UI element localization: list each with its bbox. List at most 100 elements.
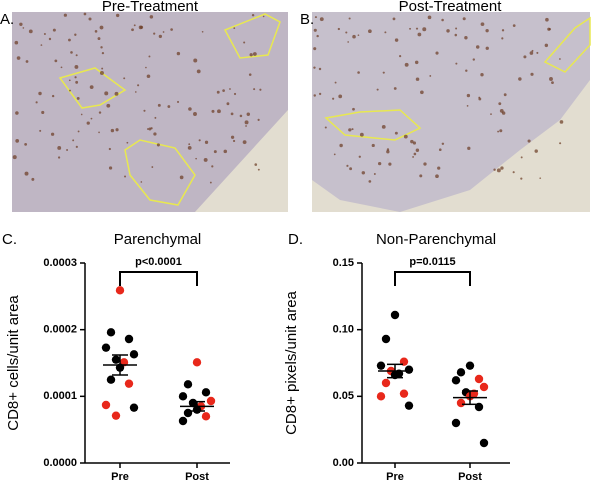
- stain-dot: [28, 29, 33, 34]
- stain-dot: [523, 55, 527, 59]
- y-tick-label: 0.10: [333, 324, 354, 336]
- stain-dot: [15, 139, 20, 143]
- stain-dot: [170, 28, 173, 31]
- stain-dot: [70, 51, 73, 54]
- stain-dot: [485, 46, 489, 50]
- stain-dot: [156, 143, 160, 147]
- stain-dot: [441, 18, 444, 22]
- stain-dot: [124, 175, 127, 178]
- stain-dot: [497, 130, 500, 133]
- stain-dot: [313, 94, 317, 97]
- stain-dot: [76, 96, 80, 100]
- stain-dot: [501, 37, 504, 40]
- stain-dot: [394, 38, 399, 42]
- stain-dot: [351, 128, 354, 131]
- stain-dot: [399, 55, 402, 58]
- stain-dot: [498, 102, 502, 106]
- stain-dot: [104, 91, 109, 96]
- stain-dot: [253, 88, 256, 91]
- data-point: [106, 328, 116, 337]
- stain-dot: [233, 92, 237, 96]
- stain-dot: [51, 94, 55, 98]
- stain-dot: [39, 129, 42, 132]
- region-outline: [223, 13, 281, 59]
- panel-label: C.: [2, 231, 17, 248]
- stain-dot: [89, 85, 94, 90]
- stain-dot: [259, 88, 262, 91]
- stain-dot: [19, 22, 23, 26]
- stain-dot: [530, 72, 534, 76]
- stain-dot: [551, 81, 554, 85]
- stain-dot: [211, 165, 214, 168]
- stain-dot: [196, 69, 201, 74]
- stain-dot: [68, 38, 71, 42]
- image-b: [312, 12, 591, 212]
- stain-dot: [86, 121, 90, 125]
- stain-dot: [83, 12, 87, 16]
- stain-dot: [157, 103, 161, 107]
- stain-dot: [106, 103, 111, 108]
- chart-title: Parenchymal: [114, 231, 202, 248]
- stain-dot: [480, 73, 484, 77]
- x-tick-label: Post: [458, 471, 482, 481]
- stain-dot: [204, 140, 209, 144]
- data-point: [129, 350, 139, 359]
- stain-dot: [16, 56, 21, 60]
- data-point: [188, 398, 198, 408]
- stain-dot: [176, 51, 181, 56]
- stain-dot: [415, 27, 419, 30]
- stain-dot: [559, 142, 562, 145]
- x-tick-label: Pre: [386, 471, 404, 481]
- region-outline: [124, 139, 196, 206]
- stain-dot: [493, 168, 496, 171]
- stain-dot: [148, 55, 151, 58]
- stain-dot: [313, 28, 317, 32]
- stain-dot: [348, 17, 351, 20]
- stain-dot: [412, 156, 415, 158]
- stain-dot: [503, 93, 507, 97]
- stain-dot: [352, 34, 356, 39]
- stain-dot: [80, 113, 83, 116]
- y-axis-label: CD8+ pixels/unit area: [283, 290, 300, 434]
- stain-dot: [68, 79, 71, 82]
- stain-dot: [348, 128, 352, 132]
- stain-dot: [74, 76, 77, 79]
- background: [195, 110, 288, 212]
- stain-dot: [69, 89, 71, 92]
- stain-dot: [520, 156, 523, 159]
- stain-dot: [462, 17, 466, 21]
- stain-dot: [88, 17, 92, 21]
- stain-dot: [368, 29, 372, 34]
- image-a: [12, 12, 288, 212]
- stain-dot: [559, 120, 564, 124]
- stain-dot: [114, 91, 119, 96]
- stain-dot: [347, 41, 349, 43]
- stain-dot: [324, 126, 327, 129]
- stain-dot: [77, 130, 80, 133]
- stain-dot: [99, 25, 104, 30]
- stain-dot: [466, 93, 471, 98]
- stain-dot: [188, 107, 192, 111]
- stain-dot: [54, 59, 58, 63]
- stain-dot: [115, 13, 120, 18]
- stain-dot: [133, 24, 136, 27]
- stain-dot: [529, 51, 534, 55]
- stain-dot: [465, 69, 468, 72]
- data-point: [201, 388, 211, 397]
- data-point: [192, 358, 202, 367]
- data-point: [106, 375, 116, 384]
- stain-dot: [441, 142, 445, 146]
- region-outline: [324, 109, 422, 141]
- stain-dot: [435, 174, 439, 179]
- stain-dot: [226, 102, 230, 106]
- stain-dot: [50, 132, 55, 136]
- stain-dot: [393, 87, 397, 90]
- panel-label: D.: [288, 231, 303, 248]
- stain-dot: [222, 89, 225, 92]
- stain-dot: [217, 109, 221, 114]
- stain-dot: [101, 67, 104, 70]
- stain-dot: [357, 34, 360, 36]
- stain-dot: [318, 67, 322, 71]
- stain-dot: [146, 128, 149, 130]
- data-point: [101, 343, 111, 352]
